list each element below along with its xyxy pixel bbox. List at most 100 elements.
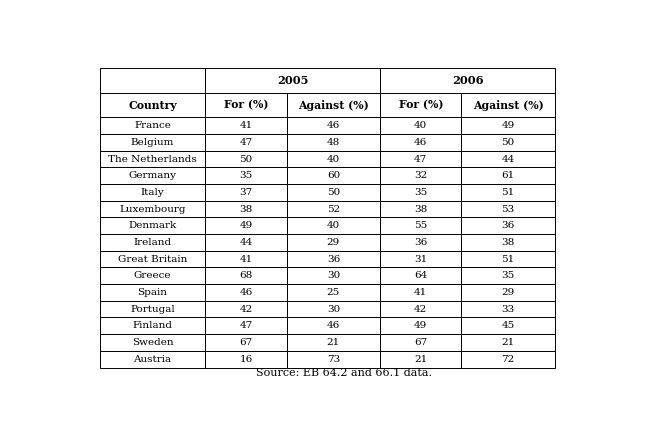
Bar — [380, 118, 462, 134]
Bar — [206, 317, 287, 334]
Text: Against (%): Against (%) — [472, 99, 544, 110]
Bar — [462, 201, 555, 217]
Text: Against (%): Against (%) — [298, 99, 369, 110]
Bar — [206, 351, 287, 367]
Bar — [206, 267, 287, 284]
Text: 36: 36 — [414, 238, 427, 247]
Text: For (%): For (%) — [398, 99, 443, 110]
Bar — [99, 134, 206, 151]
Text: 2005: 2005 — [277, 75, 308, 86]
Bar — [462, 151, 555, 168]
Bar — [206, 234, 287, 251]
Text: Italy: Italy — [140, 188, 165, 197]
Bar — [380, 317, 462, 334]
Bar — [287, 234, 380, 251]
Bar — [462, 217, 555, 234]
Bar — [380, 69, 555, 93]
Bar — [206, 217, 287, 234]
Bar — [206, 93, 287, 118]
Text: 50: 50 — [239, 155, 253, 164]
Text: 52: 52 — [327, 205, 340, 213]
Bar — [99, 201, 206, 217]
Bar — [287, 351, 380, 367]
Bar — [206, 168, 287, 184]
Text: 38: 38 — [501, 238, 515, 247]
Bar — [206, 184, 287, 201]
Text: 46: 46 — [239, 288, 253, 297]
Text: 48: 48 — [327, 138, 340, 147]
Text: 47: 47 — [239, 138, 253, 147]
Bar — [99, 93, 206, 118]
Text: Austria: Austria — [134, 354, 171, 364]
Text: 37: 37 — [239, 188, 253, 197]
Text: 38: 38 — [414, 205, 427, 213]
Bar — [462, 267, 555, 284]
Bar — [99, 217, 206, 234]
Bar — [380, 217, 462, 234]
Bar — [462, 134, 555, 151]
Bar — [206, 301, 287, 317]
Text: 30: 30 — [327, 305, 340, 314]
Bar — [287, 184, 380, 201]
Text: 72: 72 — [501, 354, 515, 364]
Text: Portugal: Portugal — [130, 305, 175, 314]
Text: 50: 50 — [327, 188, 340, 197]
Text: 35: 35 — [239, 171, 253, 180]
Text: France: France — [134, 121, 171, 130]
Text: 36: 36 — [501, 221, 515, 230]
Bar — [99, 251, 206, 267]
Text: 33: 33 — [501, 305, 515, 314]
Text: Source: EB 64.2 and 66.1 data.: Source: EB 64.2 and 66.1 data. — [257, 368, 432, 378]
Text: Sweden: Sweden — [132, 338, 173, 347]
Bar — [206, 284, 287, 301]
Bar — [287, 201, 380, 217]
Bar — [287, 284, 380, 301]
Bar — [380, 251, 462, 267]
Text: 67: 67 — [414, 338, 427, 347]
Text: 60: 60 — [327, 171, 340, 180]
Bar — [206, 334, 287, 351]
Bar — [462, 184, 555, 201]
Bar — [380, 267, 462, 284]
Bar — [99, 184, 206, 201]
Text: 31: 31 — [414, 255, 427, 263]
Bar — [206, 251, 287, 267]
Text: 40: 40 — [414, 121, 427, 130]
Text: Luxembourg: Luxembourg — [120, 205, 185, 213]
Bar — [380, 351, 462, 367]
Bar — [287, 118, 380, 134]
Bar — [287, 301, 380, 317]
Bar — [380, 334, 462, 351]
Text: 45: 45 — [501, 321, 515, 330]
Text: Spain: Spain — [138, 288, 167, 297]
Bar — [99, 267, 206, 284]
Bar — [462, 351, 555, 367]
Text: 40: 40 — [327, 221, 340, 230]
Text: 40: 40 — [327, 155, 340, 164]
Text: 41: 41 — [239, 255, 253, 263]
Bar — [287, 334, 380, 351]
Bar — [99, 351, 206, 367]
Bar — [206, 69, 380, 93]
Bar — [380, 301, 462, 317]
Bar — [206, 118, 287, 134]
Text: Greece: Greece — [134, 271, 171, 280]
Text: 46: 46 — [414, 138, 427, 147]
Bar — [462, 234, 555, 251]
Bar — [287, 317, 380, 334]
Text: 61: 61 — [501, 171, 515, 180]
Text: 42: 42 — [239, 305, 253, 314]
Text: For (%): For (%) — [224, 99, 268, 110]
Bar — [287, 168, 380, 184]
Text: 41: 41 — [239, 121, 253, 130]
Bar — [287, 251, 380, 267]
Text: 44: 44 — [239, 238, 253, 247]
Text: 41: 41 — [414, 288, 427, 297]
Text: 47: 47 — [239, 321, 253, 330]
Text: Great Britain: Great Britain — [118, 255, 187, 263]
Bar — [99, 168, 206, 184]
Bar — [462, 93, 555, 118]
Bar — [99, 118, 206, 134]
Bar — [287, 93, 380, 118]
Bar — [206, 151, 287, 168]
